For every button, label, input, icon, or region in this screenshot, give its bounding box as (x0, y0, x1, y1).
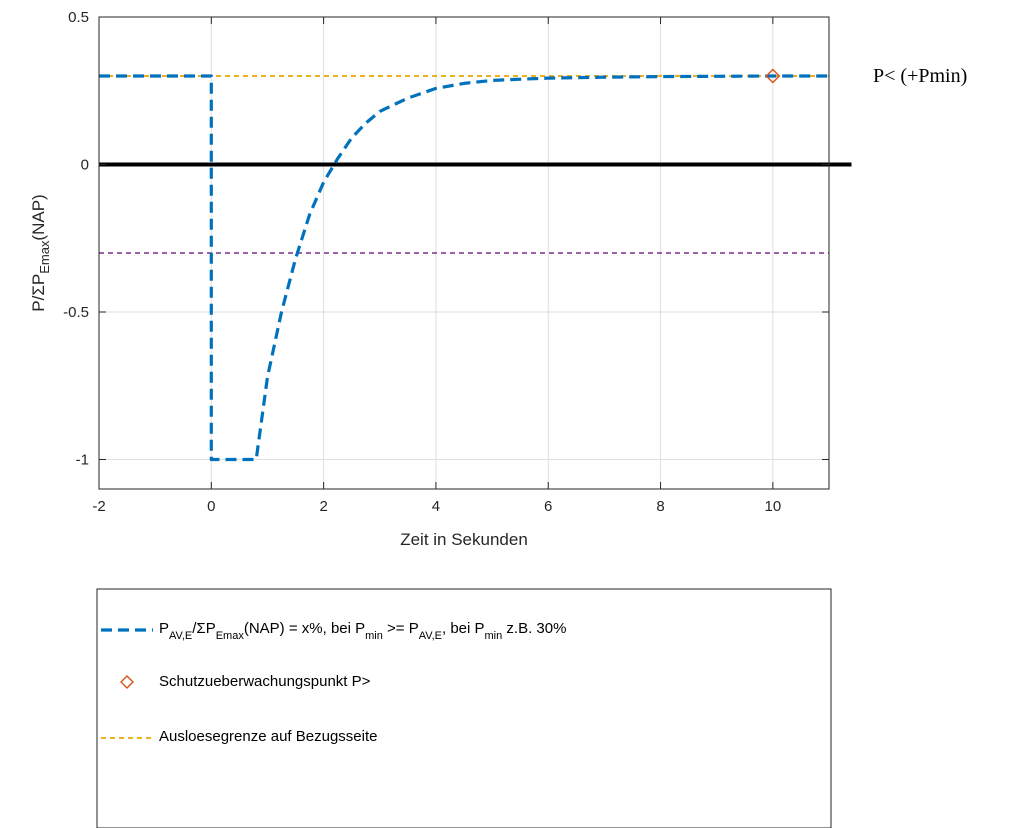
x-tick-label-5: 8 (656, 498, 664, 515)
x-tick-label-2: 2 (319, 498, 327, 515)
tick-labels: -2 0 2 4 6 8 10 -1 -0.5 0 0.5 (63, 9, 781, 515)
x-tick-label-3: 4 (432, 498, 440, 515)
annotation-p-less-pmin: P< (+Pmin) (873, 65, 967, 87)
legend-entries: PAV,E/ΣPEmax(NAP) = x%, bei Pmin >= PAV,… (101, 620, 566, 745)
legend-entry-2: Ausloesegrenze auf Bezugsseite (101, 728, 377, 745)
x-tick-label-0: -2 (92, 498, 105, 515)
x-axis-label: Zeit in Sekunden (400, 530, 528, 549)
x-tick-label-4: 6 (544, 498, 552, 515)
series-line-0 (99, 74, 829, 462)
y-tick-label-2: 0 (81, 157, 89, 174)
y-tick-label-1: -0.5 (63, 304, 89, 321)
legend-entry-0: PAV,E/ΣPEmax(NAP) = x%, bei Pmin >= PAV,… (101, 620, 566, 642)
x-tick-label-6: 10 (765, 498, 782, 515)
y-axis-label-sub: Emax (37, 240, 52, 274)
y-tick-label-3: 0.5 (68, 9, 89, 26)
ticks (98, 16, 829, 489)
x-tick-label-1: 0 (207, 498, 215, 515)
legend-label-1: Schutzueberwachungspunkt P> (159, 673, 371, 690)
legend-entry-1: Schutzueberwachungspunkt P> (120, 673, 371, 690)
y-axis-label-suffix: (NAP) (29, 194, 48, 240)
legend-label-0: PAV,E/ΣPEmax(NAP) = x%, bei Pmin >= PAV,… (159, 620, 566, 642)
y-axis-label-main: P/ΣP (29, 274, 48, 312)
legend (96, 588, 832, 828)
legend-label-2: Ausloesegrenze auf Bezugsseite (159, 728, 377, 745)
marker-diamond-0 (765, 68, 781, 84)
plot-area-frame (98, 16, 830, 490)
plot-lines (99, 68, 852, 462)
y-axis-label: P/ΣPEmax(NAP) (29, 194, 52, 311)
y-tick-label-0: -1 (76, 452, 89, 469)
legend-swatch-diamond (120, 675, 134, 689)
